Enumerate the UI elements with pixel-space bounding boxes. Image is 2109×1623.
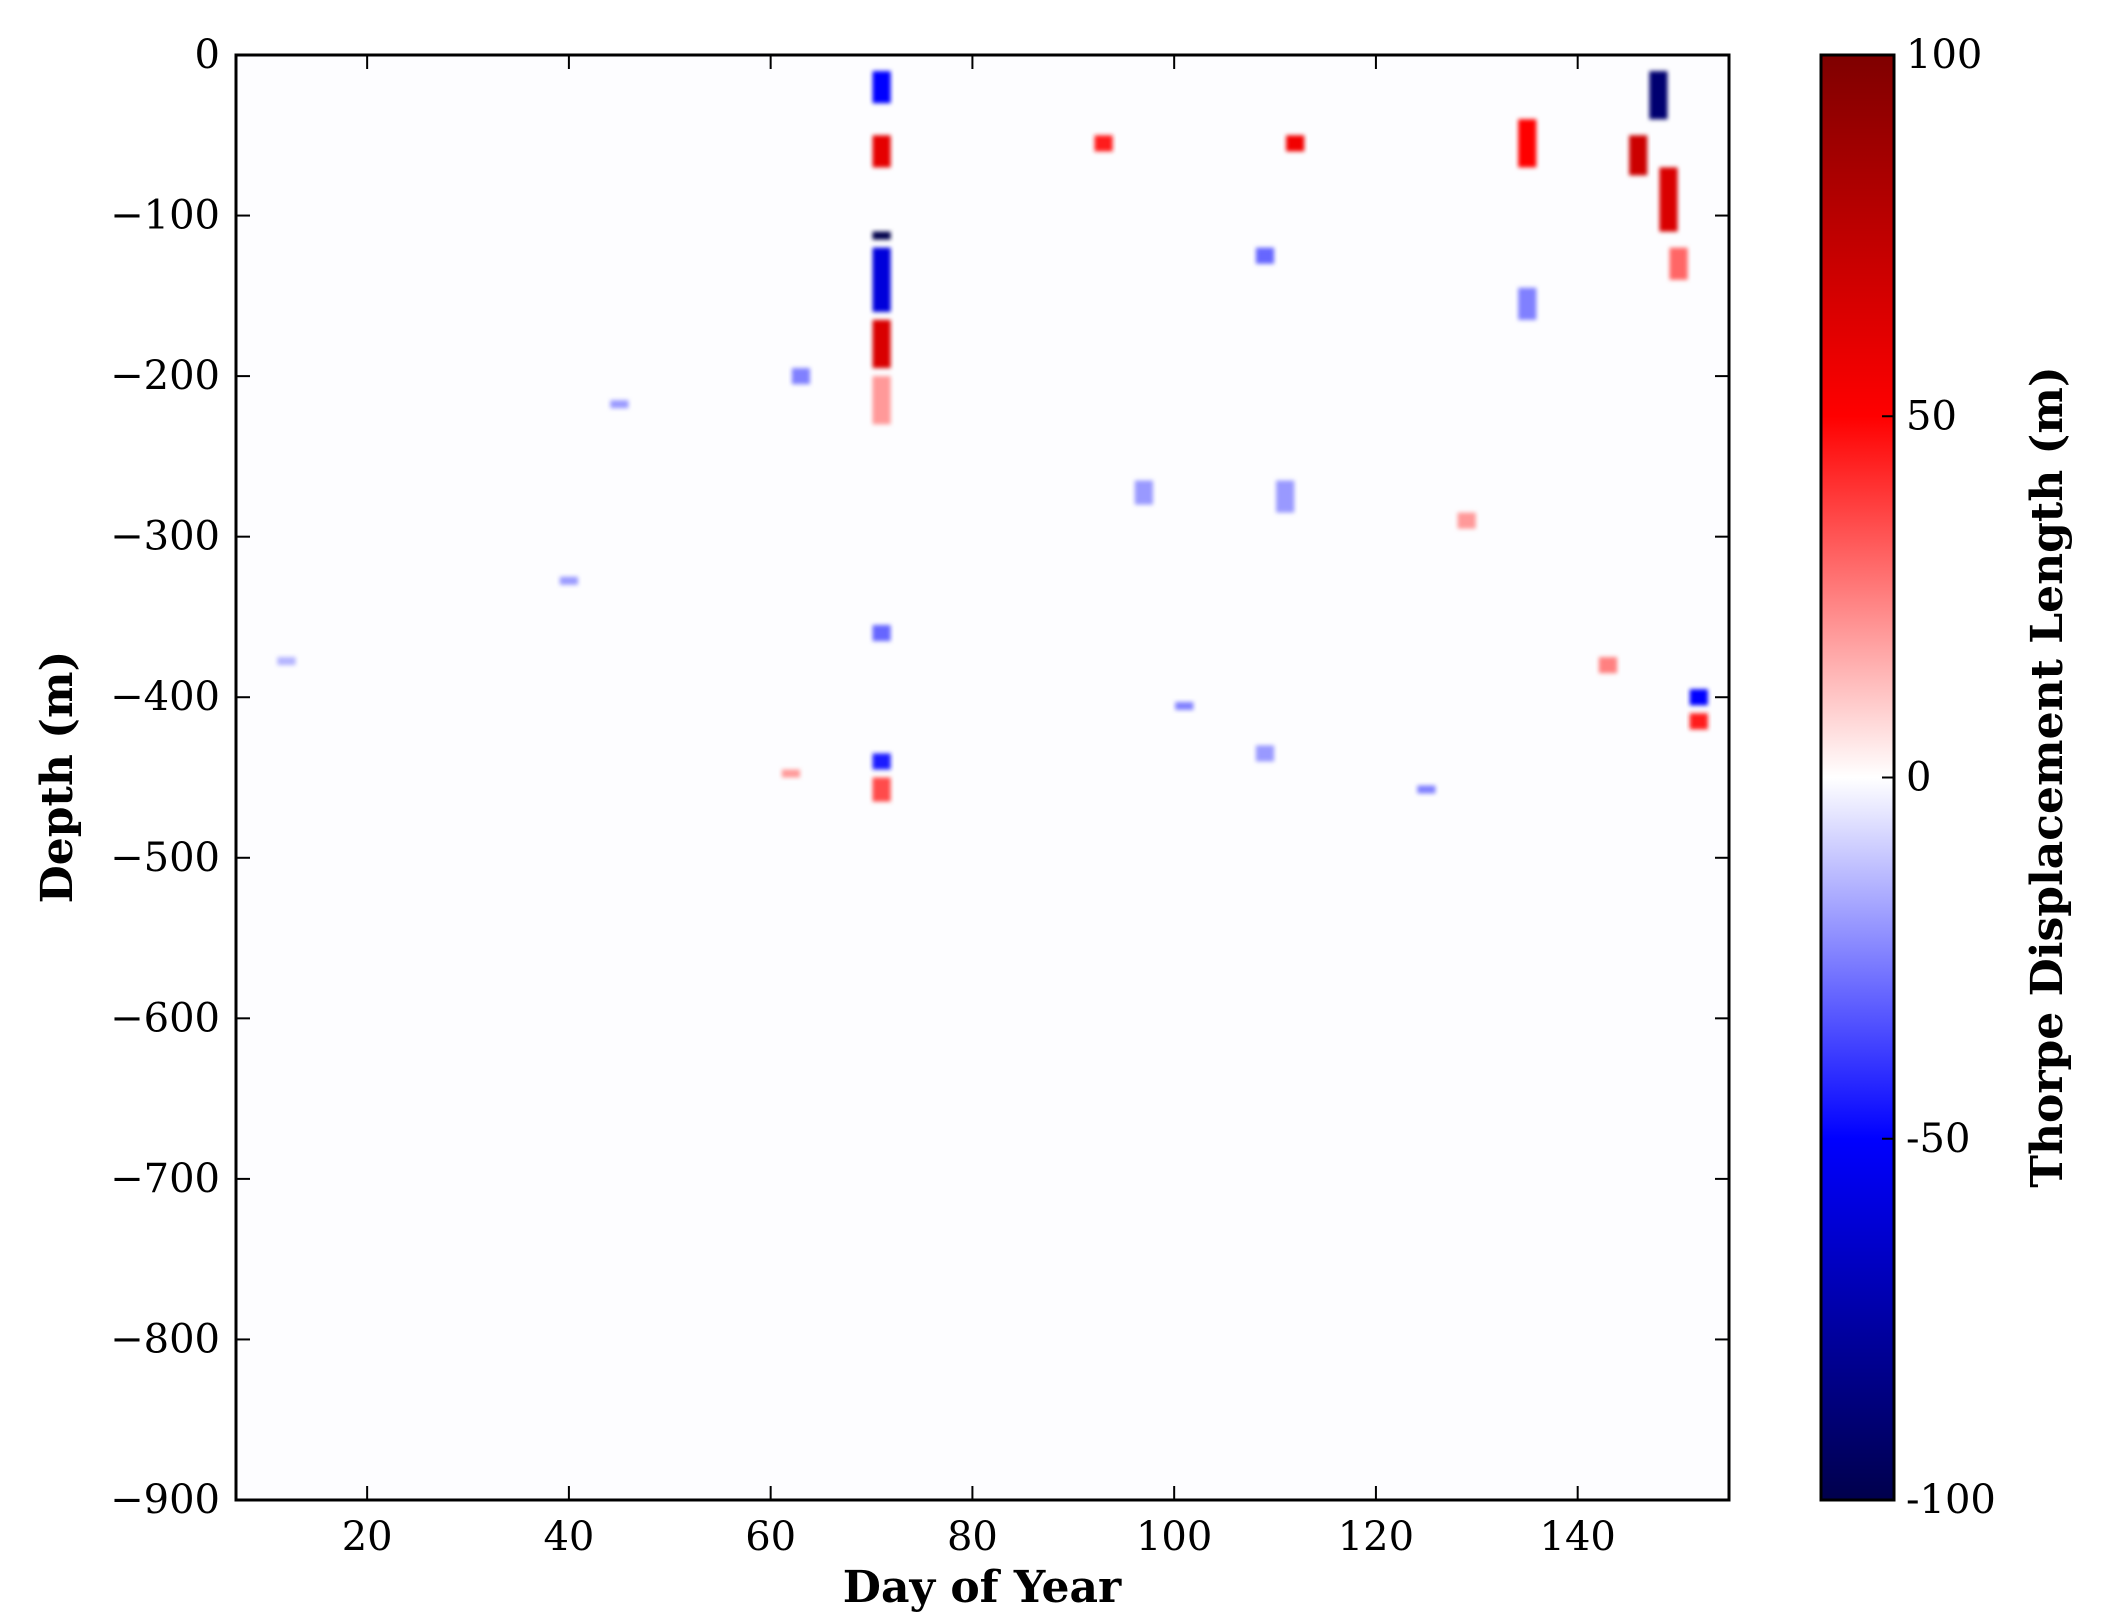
x-axis-title: Day of Year bbox=[843, 1562, 1122, 1613]
heatmap-cell bbox=[1094, 135, 1113, 152]
heatmap-cell bbox=[872, 625, 891, 642]
x-tick-label: 120 bbox=[1338, 1514, 1414, 1560]
heatmap-cell bbox=[872, 231, 891, 240]
heatmap-cell bbox=[872, 376, 891, 425]
colorbar-title: Thorpe Displacement Length (m) bbox=[2022, 366, 2073, 1187]
heatmap-cell bbox=[1669, 247, 1688, 280]
colorbar-tick-label: 50 bbox=[1906, 393, 1957, 439]
heatmap-cell bbox=[610, 400, 629, 409]
heatmap-cell bbox=[1598, 657, 1618, 674]
heatmap-cell bbox=[872, 319, 891, 369]
heatmap-cell bbox=[277, 657, 296, 666]
heatmap-cell bbox=[791, 368, 810, 385]
heatmap-cells bbox=[277, 71, 1708, 802]
colorbar-tick-label: -100 bbox=[1906, 1477, 1996, 1523]
y-tick-label: −300 bbox=[110, 514, 220, 560]
heatmap-cell bbox=[1255, 745, 1275, 762]
y-tick-label: −100 bbox=[110, 193, 220, 239]
heatmap-cell bbox=[1689, 713, 1708, 730]
x-axis-ticks: 20 40 60 80 100 120 140 bbox=[342, 55, 1616, 1560]
x-tick-label: 100 bbox=[1136, 1514, 1212, 1560]
x-tick-label: 140 bbox=[1540, 1514, 1616, 1560]
y-axis-ticks: 0 −100 −200 −300 −400 −500 −600 −700 −800 −900 bbox=[110, 32, 1729, 1523]
y-tick-label: −700 bbox=[110, 1156, 220, 1202]
heatmap-cell bbox=[872, 135, 891, 168]
heatmap-cell bbox=[559, 576, 578, 585]
colorbar-ticks: 100 50 0 -50 -100 bbox=[1882, 32, 1996, 1523]
colorbar-tick-label: 100 bbox=[1906, 32, 1982, 78]
heatmap-cell bbox=[781, 769, 800, 778]
heatmap-cell bbox=[1659, 167, 1678, 232]
colorbar-tick-label: 0 bbox=[1906, 755, 1931, 801]
heatmap-cell bbox=[1457, 512, 1476, 529]
y-tick-label: −600 bbox=[110, 995, 220, 1041]
x-tick-label: 40 bbox=[543, 1514, 594, 1560]
y-tick-label: −900 bbox=[110, 1477, 220, 1523]
heatmap-cell bbox=[1689, 689, 1708, 706]
heatmap-cell bbox=[872, 71, 891, 104]
heatmap-cell bbox=[1629, 135, 1648, 176]
heatmap-cell bbox=[1286, 135, 1305, 152]
y-axis-title: Depth (m) bbox=[32, 651, 83, 904]
x-tick-label: 80 bbox=[947, 1514, 998, 1560]
x-tick-label: 20 bbox=[342, 1514, 393, 1560]
heatmap-cell bbox=[1175, 702, 1194, 710]
y-tick-label: −800 bbox=[110, 1316, 220, 1362]
y-tick-label: −400 bbox=[110, 674, 220, 720]
x-tick-label: 60 bbox=[745, 1514, 796, 1560]
heatmap-cell bbox=[872, 753, 891, 770]
y-tick-label: −200 bbox=[110, 353, 220, 399]
colorbar-tick-label: -50 bbox=[1906, 1116, 1970, 1162]
plot-area bbox=[236, 55, 1729, 1500]
y-tick-label: 0 bbox=[195, 32, 220, 78]
heatmap-cell bbox=[1417, 785, 1436, 794]
heatmap-cell bbox=[872, 247, 891, 312]
y-tick-label: −500 bbox=[110, 835, 220, 881]
heatmap-cell bbox=[1518, 119, 1537, 168]
heatmap-cell bbox=[1134, 480, 1153, 505]
heatmap-cell bbox=[1276, 480, 1295, 513]
heatmap-cell bbox=[1649, 71, 1668, 120]
heatmap-cell bbox=[1255, 247, 1275, 264]
heatmap-cell bbox=[872, 777, 891, 802]
heatmap-cell bbox=[1518, 287, 1537, 320]
plot-frame bbox=[234, 53, 1731, 1502]
